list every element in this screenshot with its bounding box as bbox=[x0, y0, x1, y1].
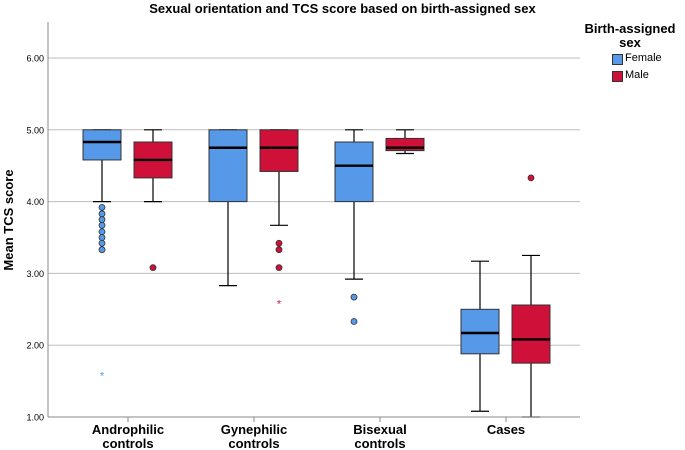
chart-title: Sexual orientation and TCS score based o… bbox=[149, 1, 536, 16]
legend-swatch-female bbox=[612, 54, 623, 65]
legend-swatch-male bbox=[612, 71, 623, 82]
outlier-point bbox=[350, 293, 358, 301]
x-category-label: controls bbox=[228, 436, 279, 450]
x-category-label: Androphilic bbox=[92, 422, 164, 437]
box-male: * bbox=[259, 129, 299, 311]
box-female bbox=[460, 260, 500, 412]
extreme-point: * bbox=[277, 299, 282, 311]
outlier-point bbox=[98, 234, 106, 241]
box-iqr bbox=[511, 304, 551, 364]
box-iqr bbox=[460, 308, 500, 355]
box-iqr bbox=[82, 129, 122, 161]
legend-label-female: Female bbox=[625, 52, 662, 64]
box-female: * bbox=[82, 129, 122, 382]
outlier-point bbox=[149, 264, 157, 272]
y-tick-label: 5.00 bbox=[26, 125, 44, 135]
legend-item-female: Female bbox=[580, 52, 685, 67]
box-female bbox=[334, 129, 374, 325]
outlier-point bbox=[350, 318, 358, 325]
y-tick-label: 4.00 bbox=[26, 197, 44, 207]
x-category-label: Cases bbox=[487, 422, 525, 437]
box-male bbox=[385, 129, 425, 155]
x-category-label: controls bbox=[102, 436, 153, 450]
extreme-point: * bbox=[100, 370, 105, 382]
y-tick-label: 3.00 bbox=[26, 269, 44, 279]
y-tick-label: 6.00 bbox=[26, 54, 44, 64]
x-category-label: Gynephilic bbox=[221, 422, 287, 437]
outlier-point bbox=[98, 239, 106, 247]
box-male bbox=[511, 174, 551, 418]
legend-item-male: Male bbox=[580, 69, 685, 84]
outlier-point bbox=[98, 228, 106, 236]
box-iqr bbox=[259, 129, 299, 172]
outlier-point bbox=[527, 174, 535, 182]
x-category-label: controls bbox=[354, 436, 405, 450]
legend-title: Birth-assigned sex bbox=[584, 21, 676, 50]
outlier-point bbox=[98, 203, 106, 211]
y-tick-labels: 1.00 2.00 3.00 4.00 5.00 6.00 bbox=[26, 54, 44, 423]
legend-label-male: Male bbox=[625, 69, 649, 81]
outlier-point bbox=[98, 216, 106, 223]
outlier-point bbox=[98, 210, 106, 218]
box-series: ** bbox=[82, 129, 551, 418]
gridlines bbox=[48, 57, 580, 346]
box-male bbox=[133, 129, 173, 272]
legend: Birth-assigned sex Female Male bbox=[580, 22, 685, 84]
x-category-label: Bisexual bbox=[353, 422, 406, 437]
outlier-point bbox=[275, 246, 283, 254]
box-iqr bbox=[208, 129, 248, 203]
outlier-point bbox=[275, 264, 283, 272]
outlier-point bbox=[98, 221, 106, 229]
box-iqr bbox=[334, 141, 374, 203]
box-female bbox=[208, 129, 248, 287]
y-tick-label: 2.00 bbox=[26, 341, 44, 351]
outlier-point bbox=[98, 246, 106, 254]
y-axis-label: Mean TCS score bbox=[1, 169, 16, 270]
x-category-labels: AndrophiliccontrolsGynephiliccontrolsBis… bbox=[92, 417, 525, 450]
y-tick-label: 1.00 bbox=[26, 413, 44, 423]
outlier-point bbox=[275, 239, 283, 247]
